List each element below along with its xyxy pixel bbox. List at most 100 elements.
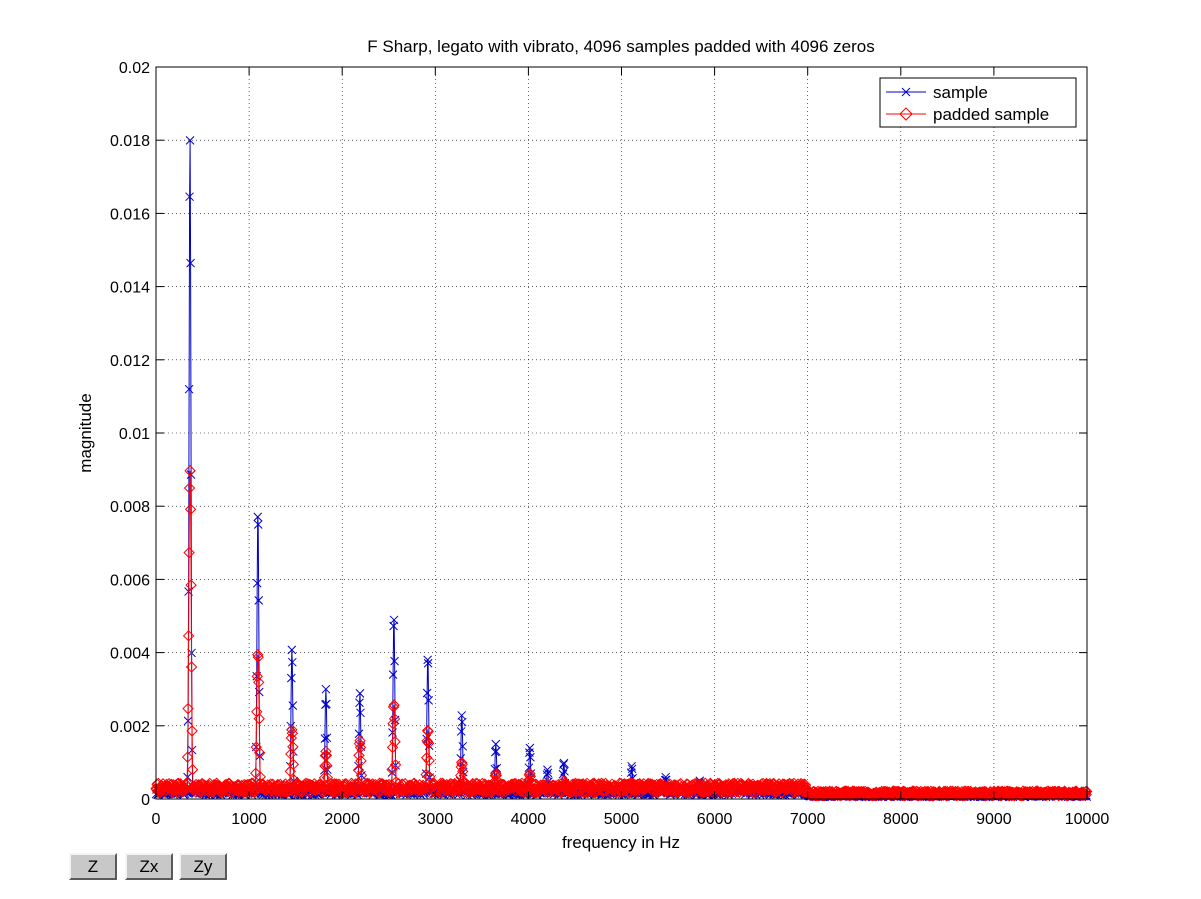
data-point-diamond-marker xyxy=(490,767,502,780)
y-tick-label: 0.01 xyxy=(119,426,150,443)
data-point-x-marker xyxy=(322,699,331,709)
data-point-diamond-marker xyxy=(253,713,265,725)
data-point-diamond-marker xyxy=(455,769,467,782)
data-point-diamond-marker xyxy=(177,780,190,792)
data-point-diamond-marker xyxy=(286,724,298,736)
data-point-diamond-marker xyxy=(320,745,332,758)
data-point-x-marker xyxy=(288,701,298,710)
legend-padded-marker xyxy=(899,107,913,121)
data-point-diamond-marker xyxy=(742,777,755,790)
data-point-diamond-marker xyxy=(355,755,367,767)
data-point-x-marker xyxy=(322,733,332,743)
y-tick-label: 0.006 xyxy=(110,572,150,589)
data-point-x-marker xyxy=(355,698,364,708)
data-point-diamond-marker xyxy=(184,503,197,515)
zoom-button[interactable]: Z xyxy=(69,853,117,880)
data-point-diamond-marker xyxy=(321,759,333,772)
data-point-x-marker xyxy=(390,656,399,666)
x-tick-label: 2000 xyxy=(324,811,360,828)
data-point-x-marker xyxy=(355,689,365,698)
data-point-x-marker xyxy=(525,743,535,753)
legend-sample-label: sample xyxy=(933,83,988,102)
data-point-x-marker xyxy=(184,384,194,394)
data-point-diamond-marker xyxy=(389,759,402,771)
data-point-diamond-marker xyxy=(181,751,194,763)
data-point-diamond-marker xyxy=(456,758,468,771)
x-tick-label: 1000 xyxy=(231,811,267,828)
data-point-x-marker xyxy=(185,192,194,202)
data-point-x-marker xyxy=(423,655,432,665)
x-tick-label: 5000 xyxy=(604,811,640,828)
data-point-x-marker xyxy=(543,765,552,775)
data-point-diamond-marker xyxy=(183,546,195,559)
data-point-diamond-marker xyxy=(389,736,401,748)
data-point-x-marker xyxy=(287,645,297,655)
data-point-diamond-marker xyxy=(187,781,200,793)
data-point-diamond-marker xyxy=(420,768,432,781)
zoom-y-button[interactable]: Zy xyxy=(179,853,227,880)
data-point-diamond-marker xyxy=(352,764,365,776)
data-point-diamond-marker xyxy=(321,771,334,784)
zoom-x-button[interactable]: Zx xyxy=(125,853,173,880)
x-axis-label: frequency in Hz xyxy=(562,833,680,852)
data-point-diamond-marker xyxy=(181,777,193,789)
data-point-x-marker xyxy=(321,684,331,694)
data-point-x-marker xyxy=(543,768,553,778)
data-point-x-marker xyxy=(491,739,501,749)
legend-padded-label: padded sample xyxy=(933,105,1049,124)
data-point-x-marker xyxy=(423,658,433,668)
y-tick-label: 0.02 xyxy=(119,60,150,77)
data-point-diamond-marker xyxy=(422,725,434,738)
data-point-x-marker xyxy=(286,673,296,683)
data-point-x-marker xyxy=(287,657,297,667)
data-point-diamond-marker xyxy=(614,785,627,798)
data-point-diamond-marker xyxy=(251,670,263,683)
x-tick-label: 3000 xyxy=(418,811,454,828)
chart-title: F Sharp, legato with vibrato, 4096 sampl… xyxy=(367,37,874,56)
data-point-diamond-marker xyxy=(185,661,198,673)
data-point-x-marker xyxy=(627,761,636,771)
data-point-diamond-marker xyxy=(185,579,197,591)
data-point-x-marker xyxy=(491,746,501,756)
y-tick-label: 0.016 xyxy=(110,206,150,223)
data-point-diamond-marker xyxy=(182,630,195,642)
series-padded-sample xyxy=(150,465,1093,802)
data-point-diamond-marker xyxy=(186,763,199,776)
data-point-diamond-marker xyxy=(354,741,367,754)
y-axis-label: magnitude xyxy=(76,393,95,472)
data-point-diamond-marker xyxy=(250,741,262,753)
data-point-diamond-marker xyxy=(286,727,299,739)
data-point-x-marker xyxy=(254,595,264,605)
data-point-diamond-marker xyxy=(281,780,293,792)
x-tick-label: 10000 xyxy=(1065,811,1110,828)
data-point-x-marker xyxy=(253,520,263,529)
data-point-diamond-marker xyxy=(285,748,297,760)
x-tick-label: 7000 xyxy=(790,811,826,828)
data-point-diamond-marker xyxy=(186,725,198,737)
data-point-diamond-marker xyxy=(490,769,503,782)
data-point-x-marker xyxy=(388,670,398,679)
y-tick-label: 0.018 xyxy=(110,133,150,150)
data-point-x-marker xyxy=(186,258,195,268)
data-point-x-marker xyxy=(627,764,637,774)
data-point-diamond-marker xyxy=(252,651,264,663)
data-point-x-marker xyxy=(526,752,535,762)
axis-ticks: 0 1000 2000 3000 4000 5000 6000 7000 8000 9000 100… xyxy=(110,60,1109,828)
data-point-x-marker xyxy=(422,734,431,744)
x-tick-label: 8000 xyxy=(883,811,919,828)
data-point-diamond-marker xyxy=(253,676,265,689)
data-point-x-marker xyxy=(424,696,433,705)
y-tick-label: 0.012 xyxy=(110,353,150,370)
data-point-x-marker xyxy=(253,512,263,522)
data-point-diamond-marker xyxy=(319,760,331,772)
data-point-diamond-marker xyxy=(184,465,196,477)
data-point-x-marker xyxy=(456,727,466,736)
x-tick-label: 4000 xyxy=(511,811,547,828)
data-point-x-marker xyxy=(457,711,467,720)
data-point-x-marker xyxy=(560,766,569,776)
data-point-diamond-marker xyxy=(388,713,401,725)
x-tick-label: 6000 xyxy=(697,811,733,828)
data-point-diamond-marker xyxy=(386,763,398,776)
y-tick-label: 0.014 xyxy=(110,280,150,297)
